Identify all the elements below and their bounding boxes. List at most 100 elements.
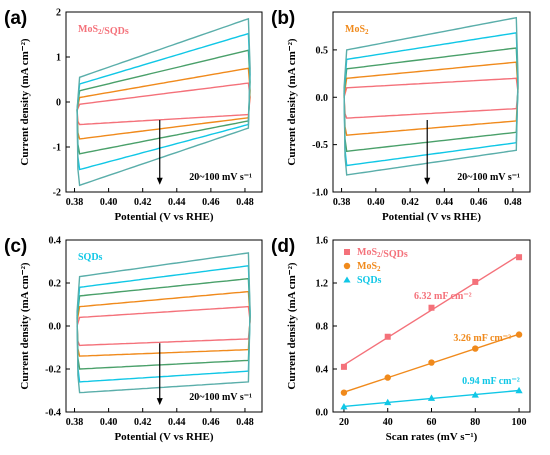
cv-loop-80 — [343, 31, 519, 167]
panel-a: 0.38 0.40 0.42 0.44 0.46 0.48 -2 -1 0 1 2 Potential… — [4, 8, 263, 223]
panel-d: 20 40 60 80 100 0.0 0.4 0.8 1.2 1.6 Scan rates (mV… — [271, 236, 531, 443]
x-tick-label: 0.38 — [66, 417, 84, 428]
legend-label: MoS2 — [345, 24, 369, 36]
legend-label: MoS2/SQDs — [357, 247, 408, 260]
cv-loop-20 — [343, 77, 519, 119]
x-tick-label: 80 — [470, 417, 480, 428]
data-point — [340, 363, 347, 370]
data-point — [340, 403, 348, 410]
legend-label: MoS2/SQDs — [78, 24, 129, 37]
panel-label: (c) — [4, 236, 27, 257]
arrow-head-icon — [156, 177, 163, 185]
y-tick-label: -2 — [53, 188, 61, 199]
cv-loop-100 — [76, 17, 251, 187]
x-tick-label: 0.48 — [236, 417, 254, 428]
cv-loop-20 — [76, 305, 251, 347]
data-point — [340, 389, 348, 396]
y-tick-label: -1 — [53, 143, 61, 154]
cv-loop-40 — [76, 67, 251, 140]
y-tick-label: 1.2 — [316, 279, 329, 290]
y-tick-label: 0.4 — [49, 236, 62, 247]
x-tick-label: 0.44 — [436, 197, 454, 208]
x-tick-label: 40 — [383, 417, 393, 428]
panel-c: 0.38 0.40 0.42 0.44 0.46 0.48 -0.4 -0.2 0.0 0.2 0.… — [4, 236, 263, 443]
data-point — [472, 278, 479, 285]
cv-loop-60 — [343, 47, 519, 153]
y-tick-label: 0.4 — [316, 365, 329, 376]
y-tick-label: 0.2 — [49, 279, 62, 290]
plot-frame — [332, 11, 531, 193]
arrow-head-icon — [424, 177, 431, 185]
panel-label: (b) — [271, 8, 295, 29]
data-point — [472, 345, 479, 352]
x-axis-title: Potential (V vs RHE) — [382, 211, 481, 223]
data-point — [516, 254, 523, 261]
y-axis-title: Current density (mA cm⁻²) — [286, 262, 298, 389]
x-tick-label: 0.40 — [100, 417, 118, 428]
legend-marker — [344, 249, 350, 255]
cv-loop-40 — [76, 290, 251, 357]
legend-marker — [343, 276, 351, 283]
legend-label: SQDs — [78, 252, 103, 263]
legend-label: SQDs — [357, 275, 382, 286]
x-axis-title: Potential (V vs RHE) — [114, 211, 213, 223]
x-tick-label: 20 — [339, 417, 349, 428]
y-tick-label: 1 — [56, 53, 61, 64]
data-point — [515, 386, 523, 394]
x-tick-label: 0.48 — [504, 197, 522, 208]
y-tick-label: 1.6 — [316, 236, 329, 247]
cv-loop-80 — [76, 265, 251, 383]
arrow-head-icon — [156, 398, 163, 406]
y-tick-label: -1.0 — [312, 188, 328, 199]
x-tick-label: 0.38 — [66, 197, 84, 208]
cv-loop-20 — [76, 82, 251, 126]
scan-rate-annotation: 20~100 mV s⁻¹ — [189, 172, 252, 183]
x-tick-label: 0.46 — [470, 197, 488, 208]
y-tick-label: 0.0 — [316, 408, 329, 419]
scan-rate-annotation: 20~100 mV s⁻¹ — [457, 172, 520, 183]
cv-loop-60 — [76, 277, 251, 370]
cv-loop-100 — [76, 252, 251, 394]
legend-marker — [343, 262, 351, 270]
scan-rate-annotation: 20~100 mV s⁻¹ — [189, 392, 252, 403]
cv-loop-100 — [343, 16, 519, 176]
x-tick-label: 100 — [512, 417, 527, 428]
data-point — [427, 394, 436, 401]
x-tick-label: 0.38 — [333, 197, 351, 208]
plot-frame — [65, 239, 263, 413]
legend-label: MoS2 — [357, 261, 381, 273]
x-tick-label: 0.42 — [134, 417, 152, 428]
y-tick-label: -0.4 — [45, 408, 61, 419]
cv-loop-80 — [76, 32, 251, 171]
y-tick-label: 0 — [56, 98, 61, 109]
x-tick-label: 0.40 — [367, 197, 385, 208]
x-tick-label: 0.46 — [202, 417, 220, 428]
y-tick-label: -0.2 — [45, 365, 61, 376]
y-tick-label: 0.8 — [316, 322, 329, 333]
x-tick-label: 0.48 — [236, 197, 254, 208]
y-axis-title: Current density (mA cm⁻²) — [19, 38, 31, 165]
x-tick-label: 0.42 — [134, 197, 152, 208]
data-point — [515, 331, 523, 338]
y-axis-title: Current density (mA cm⁻²) — [19, 262, 31, 389]
y-tick-label: 0.0 — [316, 93, 329, 104]
cv-loop-40 — [343, 61, 519, 136]
y-tick-label: 0.5 — [316, 45, 329, 56]
slope-label: 0.94 mF cm⁻² — [462, 376, 520, 387]
x-tick-label: 60 — [427, 417, 437, 428]
slope-label: 6.32 mF cm⁻² — [414, 291, 472, 302]
x-tick-label: 0.44 — [168, 197, 186, 208]
y-tick-label: 2 — [56, 8, 61, 19]
panel-label: (a) — [4, 8, 27, 29]
slope-label: 3.26 mF cm⁻² — [453, 333, 511, 344]
y-axis-title: Current density (mA cm⁻²) — [286, 38, 298, 165]
data-point — [428, 304, 435, 311]
panel-b: 0.38 0.40 0.42 0.44 0.46 0.48 -1.0 -0.5 0.0 0.5 Po… — [271, 8, 531, 223]
y-tick-label: -0.5 — [312, 140, 328, 151]
x-tick-label: 0.42 — [401, 197, 419, 208]
data-point — [384, 374, 391, 381]
x-axis-title: Potential (V vs RHE) — [114, 431, 213, 443]
x-tick-label: 0.40 — [100, 197, 118, 208]
panel-label: (d) — [271, 236, 295, 257]
